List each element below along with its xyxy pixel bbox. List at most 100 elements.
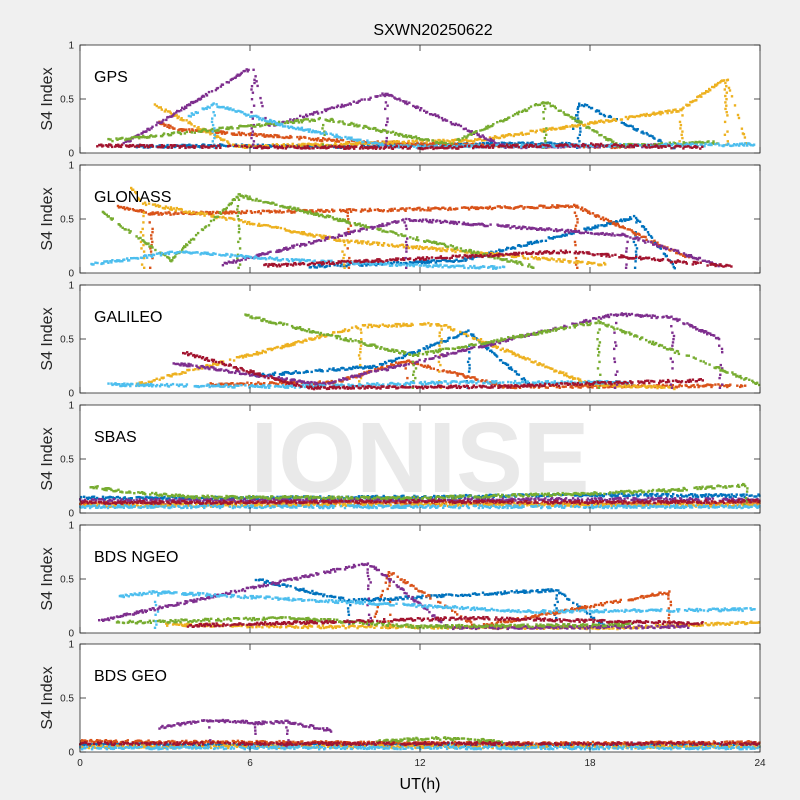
panel-1-series-5-point-158 (362, 126, 365, 130)
panel-2-series-7-point-281 (685, 262, 688, 265)
panel-2-series-2-point-361 (653, 239, 656, 242)
panel-1-series-3-point-196 (451, 138, 454, 142)
panel-1-series-3-point-389 (713, 85, 716, 89)
panel-2-series-2-spike-point (348, 256, 351, 260)
panel-1-series-6-point-69 (283, 125, 287, 128)
panel-1-series-3-point-214 (474, 138, 477, 141)
panel-2-series-7-point-58 (349, 261, 352, 264)
panel-2-series-2-spike-point (574, 227, 577, 231)
panel-1-series-3-point-213 (473, 140, 476, 143)
panel-1-series-2-point-91 (283, 136, 286, 140)
panel-1-series-6-point-41 (247, 113, 250, 116)
panel-1-series-3-point-156 (383, 141, 387, 144)
panel-2-series-2-point-167 (363, 208, 367, 211)
panel-1-series-3-point-174 (408, 142, 411, 145)
panel-2-series-3-point-46 (202, 212, 205, 215)
panel-1-series-1-point-298 (583, 103, 587, 106)
panel-2-series-7-point-267 (661, 258, 665, 261)
panel-1-series-7-point-148 (335, 146, 338, 149)
panel-1-series-5-point-154 (355, 123, 358, 126)
panel-1-series-4-point-133 (323, 108, 327, 111)
panel-1-series-2-point-114 (323, 138, 327, 141)
panel-1-series-4-point-190 (417, 106, 420, 109)
panel-1-series-6-point-280 (610, 142, 613, 146)
panel-2-series-1-point-47 (391, 262, 394, 266)
panel-1-series-7-point-24 (127, 145, 131, 148)
panel-1-series-1-point-322 (629, 124, 632, 127)
panel-1-series-7-point-159 (347, 145, 350, 148)
panel-2-series-5-spike-point (236, 214, 239, 218)
panel-1-series-3-point-275 (563, 127, 566, 130)
panel-2-series-1-point-220 (644, 228, 648, 231)
panel-1-series-5-point-350 (658, 143, 662, 146)
panel-1-series-4-point-0 (122, 141, 125, 145)
panel-2-series-2-point-27 (151, 211, 154, 214)
panel-1-series-7-point-318 (599, 142, 603, 146)
panel-2-series-2-point-312 (580, 206, 584, 209)
panel-2-series-2-point-5 (122, 206, 126, 209)
panel-1-series-3-point-301 (595, 121, 599, 124)
panel-1-series-4-point-75 (225, 81, 228, 84)
panel-2-series-2-spike-point (346, 214, 349, 218)
panel-2-series-6-point-128 (287, 260, 291, 263)
panel-2-series-2-point-171 (369, 209, 373, 212)
panel-2-series-6-point-23 (123, 258, 126, 261)
panel-1-series-3-spike-point (725, 91, 728, 94)
panel-1-series-5-point-112 (285, 120, 289, 123)
panel-2-series-1-point-176 (587, 226, 590, 229)
panel-1-series-7-point-227 (449, 145, 452, 148)
panel-1-series-3-point-48 (223, 138, 226, 141)
panel-1-series-4-point-208 (445, 119, 449, 122)
panel-1-series-2-point-46 (220, 132, 224, 135)
panel-2-series-7-point-71 (367, 260, 370, 263)
panel-1-series-3-point-364 (682, 106, 685, 109)
panel-2-series-1-point-86 (446, 259, 449, 263)
panel-1-series-3-spike-point (681, 130, 684, 133)
panel-1-series-4-point-336 (641, 145, 644, 149)
panel-2-series-1-point-157 (555, 235, 558, 238)
panel-2-series-1-point-125 (507, 246, 510, 250)
panel-1-series-1-spike-point (576, 111, 580, 114)
panel-1-series-1-point-17 (158, 144, 161, 147)
panel-1-series-2-point-163 (401, 142, 404, 145)
panel-1-series-4-point-138 (330, 106, 334, 109)
panel-1-series-3-point-348 (661, 111, 664, 115)
panel-1-series-2-point-84 (272, 135, 275, 139)
panel-2-series-1-point-4 (315, 266, 318, 269)
panel-2-series-5-point-187 (367, 226, 370, 229)
panel-2-series-1-point-147 (536, 241, 540, 244)
panel-3-series-1-point-36 (298, 371, 301, 375)
panel-1-series-3-point-401 (728, 89, 732, 92)
panel-2-series-4-point-191 (507, 224, 510, 227)
panel-1-series-6-point-120 (357, 138, 360, 141)
panel-2-series-1-point-191 (606, 222, 609, 225)
panel-2-series-7-point-128 (458, 254, 461, 257)
panel-2-series-1-point-215 (638, 220, 642, 223)
panel-2-series-6-point-254 (498, 266, 502, 269)
panel-2-series-2-point-354 (638, 233, 641, 236)
panel-1-series-3-point-248 (521, 133, 524, 136)
panel-1-series-6-point-288 (625, 143, 628, 146)
panel-1-series-2-point-197 (444, 143, 448, 146)
panel-2-series-5-point-27 (147, 242, 150, 245)
panel-2-series-1-point-167 (570, 232, 573, 236)
panel-2-series-3-point-200 (438, 247, 441, 250)
panel-1-series-3-point-334 (644, 114, 647, 118)
panel-1-series-7-point-282 (532, 144, 535, 148)
panel-1-series-3-point-159 (386, 142, 390, 145)
panel-1-series-5-point-295 (577, 119, 580, 123)
panel-1-series-6-point-124 (366, 139, 369, 142)
panel-2-series-1-point-158 (557, 235, 560, 238)
panel-1-series-7-point-170 (361, 147, 365, 150)
panel-2-series-1-point-69 (423, 261, 427, 265)
panel-2-series-2-point-18 (139, 209, 142, 212)
panel-2-series-1-point-214 (636, 219, 640, 222)
panel-1-series-4-point-193 (423, 109, 426, 112)
panel-1-series-6-point-362 (743, 144, 746, 147)
panel-1-series-6-point-68 (281, 125, 285, 128)
panel-1-series-4-point-159 (368, 98, 371, 101)
panel-1-series-2-point-109 (317, 137, 320, 140)
panel-2-series-2-point-251 (493, 206, 497, 209)
panel-1-series-3-point-14 (175, 114, 178, 117)
panel-1-series-6-point-279 (609, 145, 612, 148)
